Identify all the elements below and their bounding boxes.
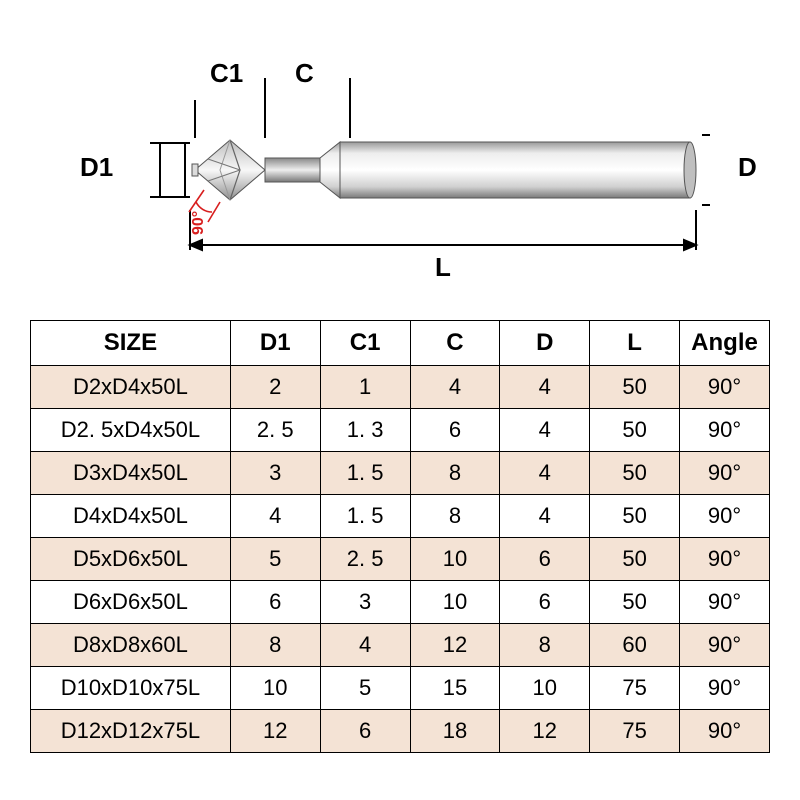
table-cell: 5 (320, 667, 410, 710)
table-cell: 60 (590, 624, 680, 667)
table-row: D10xD10x75L10515107590° (31, 667, 770, 710)
table-cell: 1. 5 (320, 452, 410, 495)
table-cell: 10 (230, 667, 320, 710)
table-cell: 6 (230, 581, 320, 624)
diagram-svg (90, 40, 710, 280)
table-cell: 90° (680, 366, 770, 409)
table-cell: 4 (500, 366, 590, 409)
table-cell: D2. 5xD4x50L (31, 409, 231, 452)
table-row: D2. 5xD4x50L2. 51. 3645090° (31, 409, 770, 452)
table-cell: 8 (410, 495, 500, 538)
table-cell: D12xD12x75L (31, 710, 231, 753)
table-cell: 50 (590, 495, 680, 538)
table-row: D4xD4x50L41. 5845090° (31, 495, 770, 538)
table-cell: 6 (500, 581, 590, 624)
table-cell: 12 (410, 624, 500, 667)
table-cell: 2 (230, 366, 320, 409)
table-cell: 5 (230, 538, 320, 581)
spec-table: SIZE D1 C1 C D L Angle D2xD4x50L21445090… (30, 320, 770, 753)
table-cell: 90° (680, 538, 770, 581)
table-cell: 90° (680, 452, 770, 495)
table-cell: 4 (320, 624, 410, 667)
table-cell: 75 (590, 710, 680, 753)
table-cell: 3 (320, 581, 410, 624)
table-cell: 8 (230, 624, 320, 667)
table-cell: D8xD8x60L (31, 624, 231, 667)
table-cell: D5xD6x50L (31, 538, 231, 581)
table-cell: 6 (500, 538, 590, 581)
table-cell: 1. 5 (320, 495, 410, 538)
table-cell: 90° (680, 495, 770, 538)
table-cell: 10 (410, 581, 500, 624)
col-d1: D1 (230, 321, 320, 366)
table-header-row: SIZE D1 C1 C D L Angle (31, 321, 770, 366)
col-c1: C1 (320, 321, 410, 366)
table-cell: 4 (410, 366, 500, 409)
table-cell: 2. 5 (230, 409, 320, 452)
tool-diagram: D1 C1 C D L 90° (90, 40, 710, 280)
table-cell: 4 (230, 495, 320, 538)
table-cell: 50 (590, 366, 680, 409)
label-angle: 90° (190, 211, 208, 235)
table-row: D5xD6x50L52. 51065090° (31, 538, 770, 581)
col-angle: Angle (680, 321, 770, 366)
table-cell: 75 (590, 667, 680, 710)
table-cell: 50 (590, 581, 680, 624)
table-row: D3xD4x50L31. 5845090° (31, 452, 770, 495)
table-cell: 10 (410, 538, 500, 581)
table-row: D6xD6x50L631065090° (31, 581, 770, 624)
table-cell: 90° (680, 624, 770, 667)
col-d: D (500, 321, 590, 366)
table-cell: D4xD4x50L (31, 495, 231, 538)
table-cell: 4 (500, 452, 590, 495)
table-cell: 90° (680, 710, 770, 753)
table-row: D2xD4x50L21445090° (31, 366, 770, 409)
label-l: L (435, 252, 451, 283)
table-cell: 15 (410, 667, 500, 710)
table-cell: D2xD4x50L (31, 366, 231, 409)
table-cell: D6xD6x50L (31, 581, 231, 624)
table-cell: 12 (500, 710, 590, 753)
table-cell: 3 (230, 452, 320, 495)
table-cell: 6 (320, 710, 410, 753)
table-cell: 1. 3 (320, 409, 410, 452)
table-cell: 8 (410, 452, 500, 495)
col-l: L (590, 321, 680, 366)
table-cell: 90° (680, 409, 770, 452)
table-row: D8xD8x60L841286090° (31, 624, 770, 667)
table-body: D2xD4x50L21445090°D2. 5xD4x50L2. 51. 364… (31, 366, 770, 753)
label-c: C (295, 58, 314, 89)
table-cell: D10xD10x75L (31, 667, 231, 710)
col-c: C (410, 321, 500, 366)
table-cell: 1 (320, 366, 410, 409)
table-row: D12xD12x75L12618127590° (31, 710, 770, 753)
col-size: SIZE (31, 321, 231, 366)
table-cell: 50 (590, 409, 680, 452)
table-cell: 90° (680, 667, 770, 710)
table-cell: 50 (590, 538, 680, 581)
table-cell: 4 (500, 495, 590, 538)
table-cell: 50 (590, 452, 680, 495)
table-cell: 2. 5 (320, 538, 410, 581)
table-cell: D3xD4x50L (31, 452, 231, 495)
table-cell: 8 (500, 624, 590, 667)
label-c1: C1 (210, 58, 243, 89)
table-cell: 4 (500, 409, 590, 452)
table-cell: 90° (680, 581, 770, 624)
table-cell: 18 (410, 710, 500, 753)
label-d: D (738, 152, 757, 183)
table-cell: 10 (500, 667, 590, 710)
table-cell: 6 (410, 409, 500, 452)
spec-table-container: SIZE D1 C1 C D L Angle D2xD4x50L21445090… (30, 320, 770, 753)
table-cell: 12 (230, 710, 320, 753)
label-d1: D1 (80, 152, 113, 183)
